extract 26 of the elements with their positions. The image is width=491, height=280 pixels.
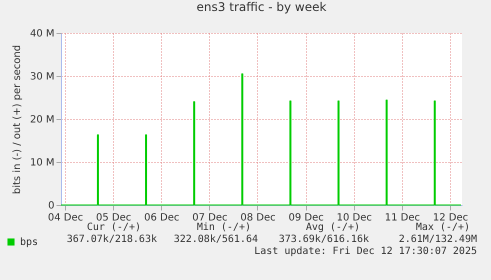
x-tick-label: 06 Dec [144, 212, 180, 224]
y-tick-label: 10 M [30, 158, 54, 168]
text: 2.61M/132.49M [398, 234, 477, 245]
x-tick-label: 09 Dec [288, 212, 324, 224]
x-tick-label: 04 Dec [48, 212, 84, 224]
y-axis-title: bits in (-) / out (+) per second [12, 44, 23, 194]
legend-label: bps [20, 237, 38, 248]
text: 367.07k/218.63k [66, 234, 157, 245]
y-tick-label: 40 M [30, 28, 54, 40]
x-tick-label: 05 Dec [96, 212, 132, 224]
text: 373.69k/616.16k [278, 234, 369, 245]
x-tick-label: 10 Dec [336, 212, 372, 224]
y-tick-label: 30 M [30, 72, 54, 82]
text: Avg (-/+) [306, 222, 360, 233]
x-tick-label: 08 Dec [240, 212, 276, 224]
text: Last update: Fri Dec 12 17:30:07 2025 [254, 246, 477, 257]
text: 322.08k/561.64 [174, 234, 258, 245]
y-tick-label: 20 M [30, 114, 54, 126]
x-tick-label: 11 Dec [384, 212, 420, 224]
text: Cur (-/+) [86, 222, 141, 233]
y-tick-label: 0 [48, 200, 54, 212]
text: Min (-/+) [196, 222, 251, 233]
text: Max (-/+) [416, 222, 470, 233]
x-tick-label: 12 Dec [432, 212, 468, 224]
chart-title: ens3 traffic - by week [196, 0, 326, 14]
x-tick-label: 07 Dec [192, 212, 228, 224]
